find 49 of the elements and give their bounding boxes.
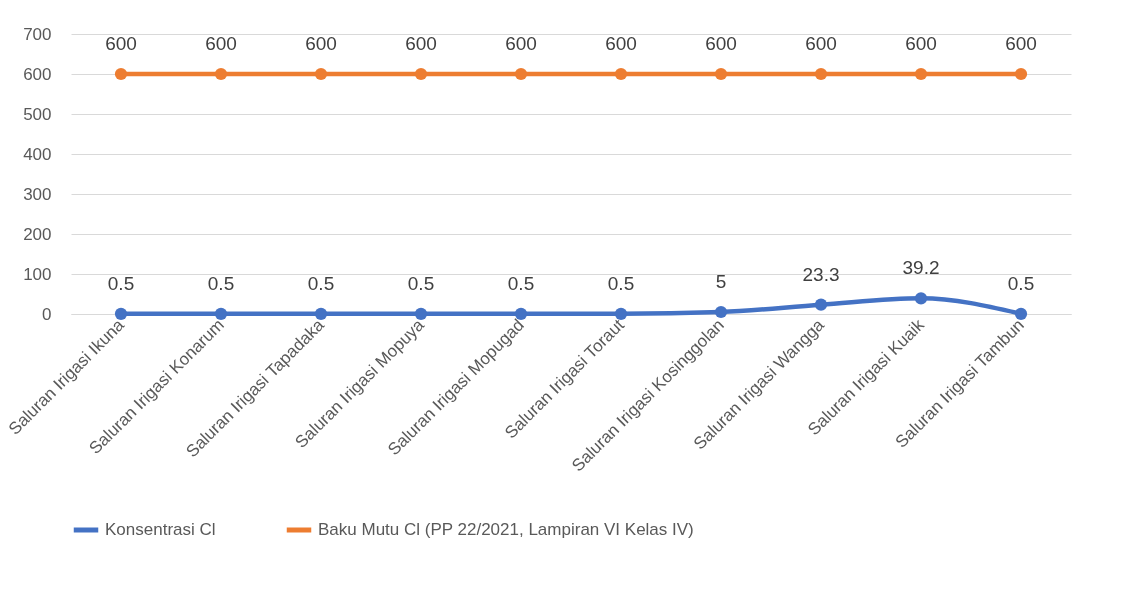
data-label: 600: [1005, 33, 1037, 54]
y-tick-label: 300: [23, 184, 52, 204]
point: [714, 305, 728, 319]
point: [514, 67, 528, 81]
data-label: 600: [105, 33, 137, 54]
data-label: 39.2: [902, 257, 940, 279]
data-label: 0.5: [1007, 272, 1035, 294]
y-tick-label: 500: [23, 104, 52, 124]
data-label: 0.5: [507, 272, 535, 294]
point: [114, 67, 128, 81]
point: [414, 307, 428, 320]
point: [1014, 67, 1028, 81]
point: [614, 67, 628, 81]
data-label: 0.5: [307, 272, 335, 294]
point: [314, 307, 328, 320]
point: [114, 307, 128, 320]
point: [914, 67, 928, 81]
data-label: 0.5: [107, 272, 135, 294]
data-label: 600: [305, 33, 337, 54]
point: [1014, 307, 1028, 320]
data-label: 600: [605, 33, 637, 54]
point: [214, 67, 228, 81]
point: [614, 307, 628, 320]
legend-label: Konsentrasi Cl: [105, 520, 216, 539]
data-label: 600: [505, 33, 537, 54]
data-label: 600: [805, 33, 837, 54]
legend-label: Baku Mutu Cl (PP 22/2021, Lampiran VI Kelas IV): [318, 520, 694, 539]
point: [314, 67, 328, 81]
data-label: 0.5: [607, 272, 635, 294]
y-tick-label: 600: [23, 64, 52, 84]
point: [214, 307, 228, 320]
data-label: 600: [405, 33, 437, 54]
data-label: 600: [905, 33, 937, 54]
data-label: 600: [705, 33, 737, 54]
data-label: 5: [715, 271, 727, 292]
data-label: 600: [205, 33, 237, 54]
point: [414, 67, 428, 81]
y-tick-label: 700: [23, 24, 52, 44]
point: [814, 298, 828, 311]
point: [814, 67, 828, 81]
point: [714, 67, 728, 81]
y-tick-label: 200: [23, 224, 52, 244]
y-tick-label: 100: [23, 264, 52, 284]
y-tick-label: 400: [23, 144, 52, 164]
data-label: 23.3: [802, 263, 840, 285]
data-label: 0.5: [407, 272, 435, 294]
point: [914, 292, 928, 305]
y-tick-label: 0: [42, 304, 52, 324]
data-label: 0.5: [207, 272, 235, 294]
